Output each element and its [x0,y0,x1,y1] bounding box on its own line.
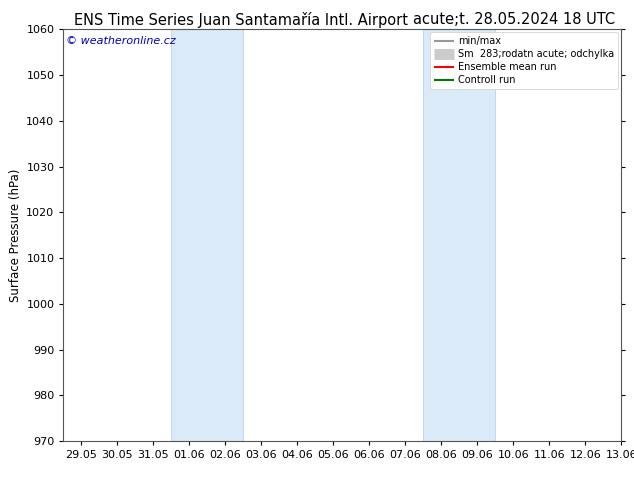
Text: acute;t. 28.05.2024 18 UTC: acute;t. 28.05.2024 18 UTC [413,12,615,27]
Text: ENS Time Series Juan Santamařía Intl. Airport: ENS Time Series Juan Santamařía Intl. Ai… [74,12,408,28]
Legend: min/max, Sm  283;rodatn acute; odchylka, Ensemble mean run, Controll run: min/max, Sm 283;rodatn acute; odchylka, … [430,32,618,89]
Y-axis label: Surface Pressure (hPa): Surface Pressure (hPa) [9,169,22,302]
Bar [171,29,243,441]
Bar [424,29,495,441]
Text: © weatheronline.cz: © weatheronline.cz [66,36,176,46]
